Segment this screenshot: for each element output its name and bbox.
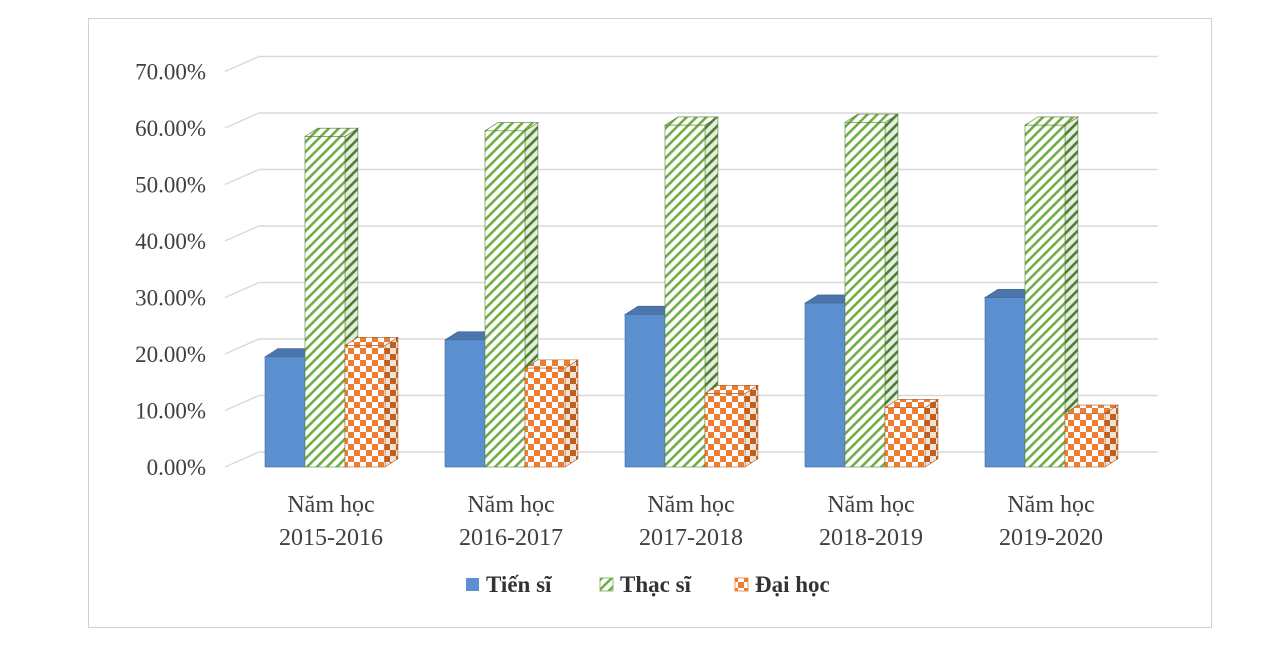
legend-label: Thạc sĩ [620,572,693,597]
bar-front [844,122,886,468]
bars-layer [263,113,1119,468]
gridline-diagonal [224,112,260,129]
x-tick-label: 2018-2019 [819,525,923,551]
bar-side [744,384,759,468]
bar-front [664,124,706,468]
bar-đại-học-3 [703,384,759,468]
y-tick-label: 30.00% [135,286,206,311]
gridline-diagonal [224,394,260,412]
bar-thạc-sĩ-4 [843,113,899,468]
legend-label: Đại học [755,572,830,597]
legend-swatch [466,578,479,591]
y-tick-label: 40.00% [135,229,206,254]
y-tick-label: 50.00% [135,173,206,198]
legend-item-2: Thạc sĩ [599,572,693,597]
y-tick-label: 20.00% [135,342,206,367]
y-tick-label: 10.00% [135,399,206,424]
legend-swatch [599,577,614,592]
bar-side [1104,404,1119,468]
bar-front [484,130,526,468]
legend-item-1: Tiến sĩ [466,572,553,597]
legend: Tiến sĩ Thạc sĩ Đại học [466,572,830,597]
x-tick-label: 2016-2017 [459,525,563,551]
y-tick-label: 70.00% [135,60,206,85]
gridline-diagonal [224,55,260,73]
gridline-diagonal [224,338,260,355]
bar-side [924,398,939,468]
x-tick-label: Năm học [467,492,554,518]
y-tick-label: 0.00% [147,455,206,480]
legend-item-3: Đại học [734,572,830,597]
x-tick-label: 2015-2016 [279,525,383,551]
bar-front [304,136,346,468]
gridline-diagonal [224,225,260,242]
gridline-diagonal [224,281,260,299]
y-axis-labels: 0.00% 10.00% 20.00% 30.00% 40.00% 50.00% 60.00… [135,60,206,481]
bar-side [564,359,579,468]
x-tick-label: Năm học [1007,492,1094,518]
bar-front [1024,124,1066,468]
bar-front [444,339,486,468]
legend-swatch [734,577,749,592]
bar-front [624,314,666,468]
x-tick-label: Năm học [647,492,734,518]
x-tick-label: 2017-2018 [639,525,743,551]
bar-front [344,345,386,468]
x-axis-labels: Năm học 2015-2016 Năm học 2016-2017 Năm học 2… [279,492,1103,551]
bar-front [804,302,846,468]
bar-front [524,367,566,468]
bar-front [984,297,1026,468]
bar-front [1064,413,1106,468]
bar-thạc-sĩ-5 [1023,116,1079,468]
bar-đại-học-4 [883,398,939,468]
bar-đại-học-1 [343,336,399,468]
bar-front [884,407,926,468]
x-tick-label: Năm học [827,492,914,518]
y-tick-label: 60.00% [135,116,206,141]
bar-đại-học-5 [1063,404,1119,468]
gridline-diagonal [224,451,260,468]
legend-label: Tiến sĩ [486,572,553,597]
bar-đại-học-2 [523,359,579,468]
bar-front [704,393,746,468]
bar-front [264,356,306,468]
x-tick-label: 2019-2020 [999,525,1103,551]
bar-thạc-sĩ-3 [663,116,719,468]
x-tick-label: Năm học [287,492,374,518]
gridline-diagonal [224,168,260,186]
bar-side [384,336,399,468]
bar-thạc-sĩ-1 [303,127,359,468]
